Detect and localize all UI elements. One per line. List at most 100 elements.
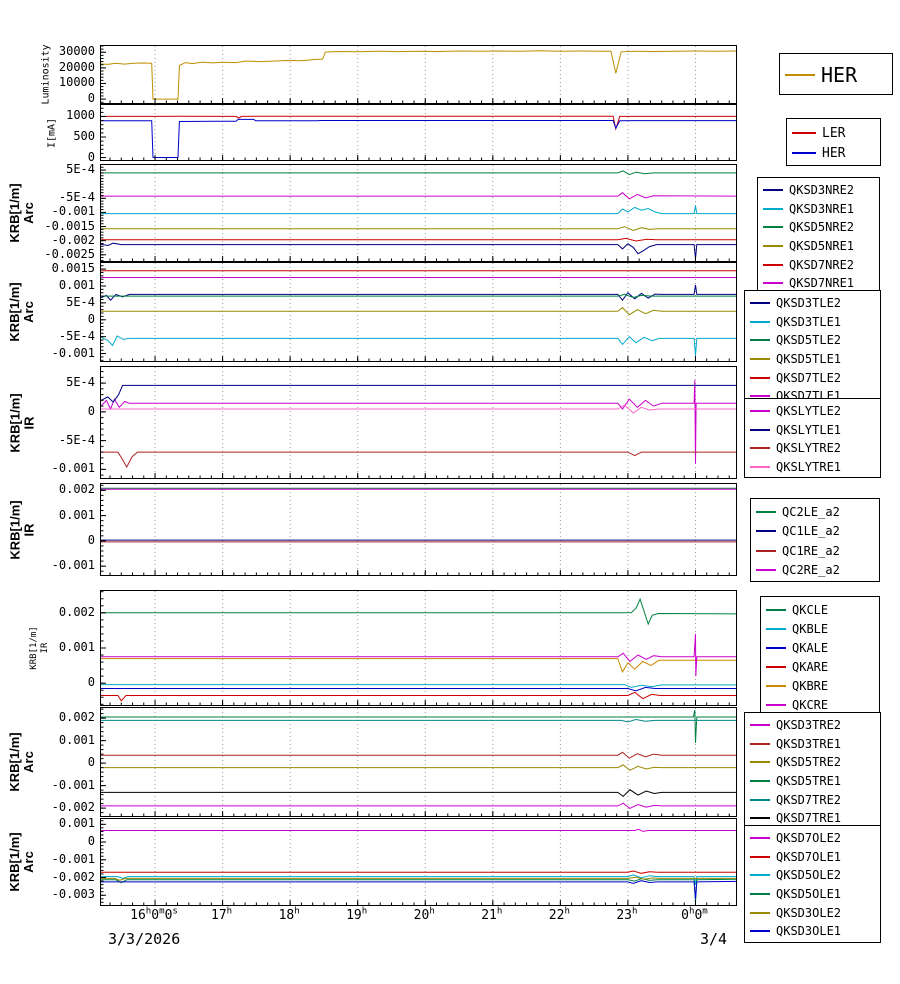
legend-line-swatch — [763, 245, 783, 248]
legend-line-swatch — [785, 74, 815, 76]
legend-krb-ir-qk: QKCLE QKBLE QKALE QKARE QKBRE QKCRE — [760, 596, 880, 716]
series-HER — [101, 118, 736, 158]
series-QKSLYTLE2 — [101, 380, 736, 464]
legend-line-swatch — [766, 646, 786, 649]
plot-canvas-beam-current — [101, 105, 736, 160]
y-tick-label: 0 — [87, 675, 95, 690]
legend-line-swatch — [750, 742, 770, 745]
legend-label: QKSD3TRE1 — [776, 736, 842, 751]
legend-entry: LER — [787, 123, 880, 143]
legend-label: QKSD3OLE1 — [776, 924, 842, 939]
series-QKSD5TRE1 — [101, 709, 736, 743]
x-tick-label: 0h0m — [681, 906, 708, 923]
series-QKALE — [101, 686, 736, 692]
legend-entry: HER — [780, 60, 892, 90]
legend-line-swatch — [763, 282, 783, 285]
legend-line-swatch — [763, 189, 783, 192]
legend-label: QC2LE_a2 — [782, 504, 840, 519]
legend-entry: QKSD7NRE2 — [758, 255, 879, 274]
gridlines-group — [154, 591, 696, 705]
legend-entry: QKSD3TRE1 — [745, 735, 880, 754]
legend-label: QKSD5OLE1 — [776, 887, 842, 902]
series-QKSD5TRE2 — [101, 764, 736, 771]
series-QKSD5OLE2 — [101, 874, 736, 885]
legend-line-swatch — [750, 428, 770, 431]
axis-group-label-beam-current: I[mA] — [46, 117, 57, 148]
legend-line-swatch — [750, 302, 770, 305]
legend-label: QKSD7TRE1 — [776, 811, 842, 826]
legend-label: QKSD5NRE1 — [789, 239, 855, 254]
legend-line-swatch — [756, 549, 776, 552]
legend-beam-current: LER HER — [786, 118, 881, 166]
legend-label: QKSD3NRE2 — [789, 183, 855, 198]
legend-entry: QKSD7NRE1 — [758, 274, 879, 293]
legend-entry: QKSLYTLE2 — [745, 402, 880, 421]
legend-entry: QKBLE — [761, 619, 879, 638]
plot-canvas-krb-arc-tre — [101, 708, 736, 816]
y-tick-label: 5E-4 — [66, 162, 95, 177]
legend-label: QKSLYTRE2 — [776, 441, 842, 456]
legend-label: LER — [822, 125, 846, 141]
legend-line-swatch — [750, 930, 770, 933]
legend-entry: QKSD3TLE1 — [745, 313, 880, 332]
series-QKSD7NRE1 — [101, 192, 736, 200]
legend-entry: QKSLYTRE1 — [745, 458, 880, 477]
plot-panel-luminosity — [100, 45, 737, 104]
legend-entry: QKSD5TLE1 — [745, 350, 880, 369]
series-QKBRE — [101, 658, 736, 674]
y-tick-label: -0.001 — [51, 777, 95, 792]
series-QKSD3TRE1 — [101, 751, 736, 759]
gridlines-group — [154, 165, 696, 261]
legend-krb-arc-nre: QKSD3NRE2 QKSD3NRE1 QKSD5NRE2 QKSD5NRE1 QKSD… — [757, 177, 880, 295]
plot-panel-krb-arc-ole — [100, 818, 737, 906]
legend-entry: QC1LE_a2 — [751, 522, 879, 542]
legend-line-swatch — [750, 874, 770, 877]
legend-line-swatch — [750, 447, 770, 450]
y-tick-label: 0.002 — [58, 482, 95, 497]
legend-line-swatch — [763, 226, 783, 229]
plot-panel-krb-arc-nre — [100, 164, 737, 262]
y-tick-label: 1000 — [66, 108, 95, 123]
y-tick-label: -5E-4 — [58, 328, 95, 343]
legend-line-swatch — [750, 320, 770, 323]
legend-entry: QKSD5TRE2 — [745, 753, 880, 772]
x-tick-label: 17h — [211, 906, 233, 923]
plot-canvas-luminosity — [101, 46, 736, 103]
legend-label: QKBLE — [792, 621, 829, 636]
legend-label: QKSD3TLE1 — [776, 314, 842, 329]
legend-entry: QKSD7TRE1 — [745, 809, 880, 828]
series-QKSD3TLE1 — [101, 335, 736, 356]
legend-label: HER — [821, 63, 858, 87]
legend-entry: QKSD3NRE1 — [758, 200, 879, 219]
axis-group-label-krb-arc-ole: KRB[1/m] Arc — [7, 832, 36, 892]
series-QKSLYTRE2 — [101, 451, 736, 469]
legend-line-swatch — [763, 207, 783, 210]
legend-line-swatch — [766, 665, 786, 668]
legend-krb-arc-tle: QKSD3TLE2 QKSD3TLE1 QKSD5TLE2 QKSD5TLE1 QKSD… — [744, 290, 881, 408]
x-tick-label: 18h — [278, 906, 300, 923]
series-group — [101, 828, 736, 903]
legend-entry: QKBRE — [761, 676, 879, 695]
legend-entry: QC2RE_a2 — [751, 561, 879, 581]
date-label-left: 3/3/2026 — [108, 930, 181, 948]
series-QKSD7OLE1 — [101, 870, 736, 874]
gridlines-group — [154, 484, 696, 575]
axis-group-label-krb-ir-qksly: KRB[1/m] IR — [7, 392, 36, 453]
y-tick-label: -0.002 — [51, 232, 95, 247]
x-tick-label: 21h — [481, 906, 503, 923]
legend-label: QKSD3OLE2 — [776, 905, 842, 920]
y-tick-label: -0.001 — [51, 461, 95, 476]
legend-entry: QKSD3TLE2 — [745, 294, 880, 313]
axis-group-label-krb-arc-tle: KRB[1/m] Arc — [7, 282, 36, 342]
legend-label: QKSD7TRE2 — [776, 792, 842, 807]
y-tick-label: 0 — [87, 755, 95, 770]
legend-label: QKSLYTLE1 — [776, 422, 842, 437]
legend-line-swatch — [766, 703, 786, 706]
legend-label: QKSLYTRE1 — [776, 460, 842, 475]
legend-krb-arc-tre: QKSD3TRE2 QKSD3TRE1 QKSD5TRE2 QKSD5TRE1 QKSD… — [744, 712, 881, 830]
legend-line-swatch — [750, 724, 770, 727]
y-tick-label: 0 — [87, 149, 95, 164]
gridlines-group — [154, 708, 696, 816]
gridlines-group — [154, 46, 696, 103]
